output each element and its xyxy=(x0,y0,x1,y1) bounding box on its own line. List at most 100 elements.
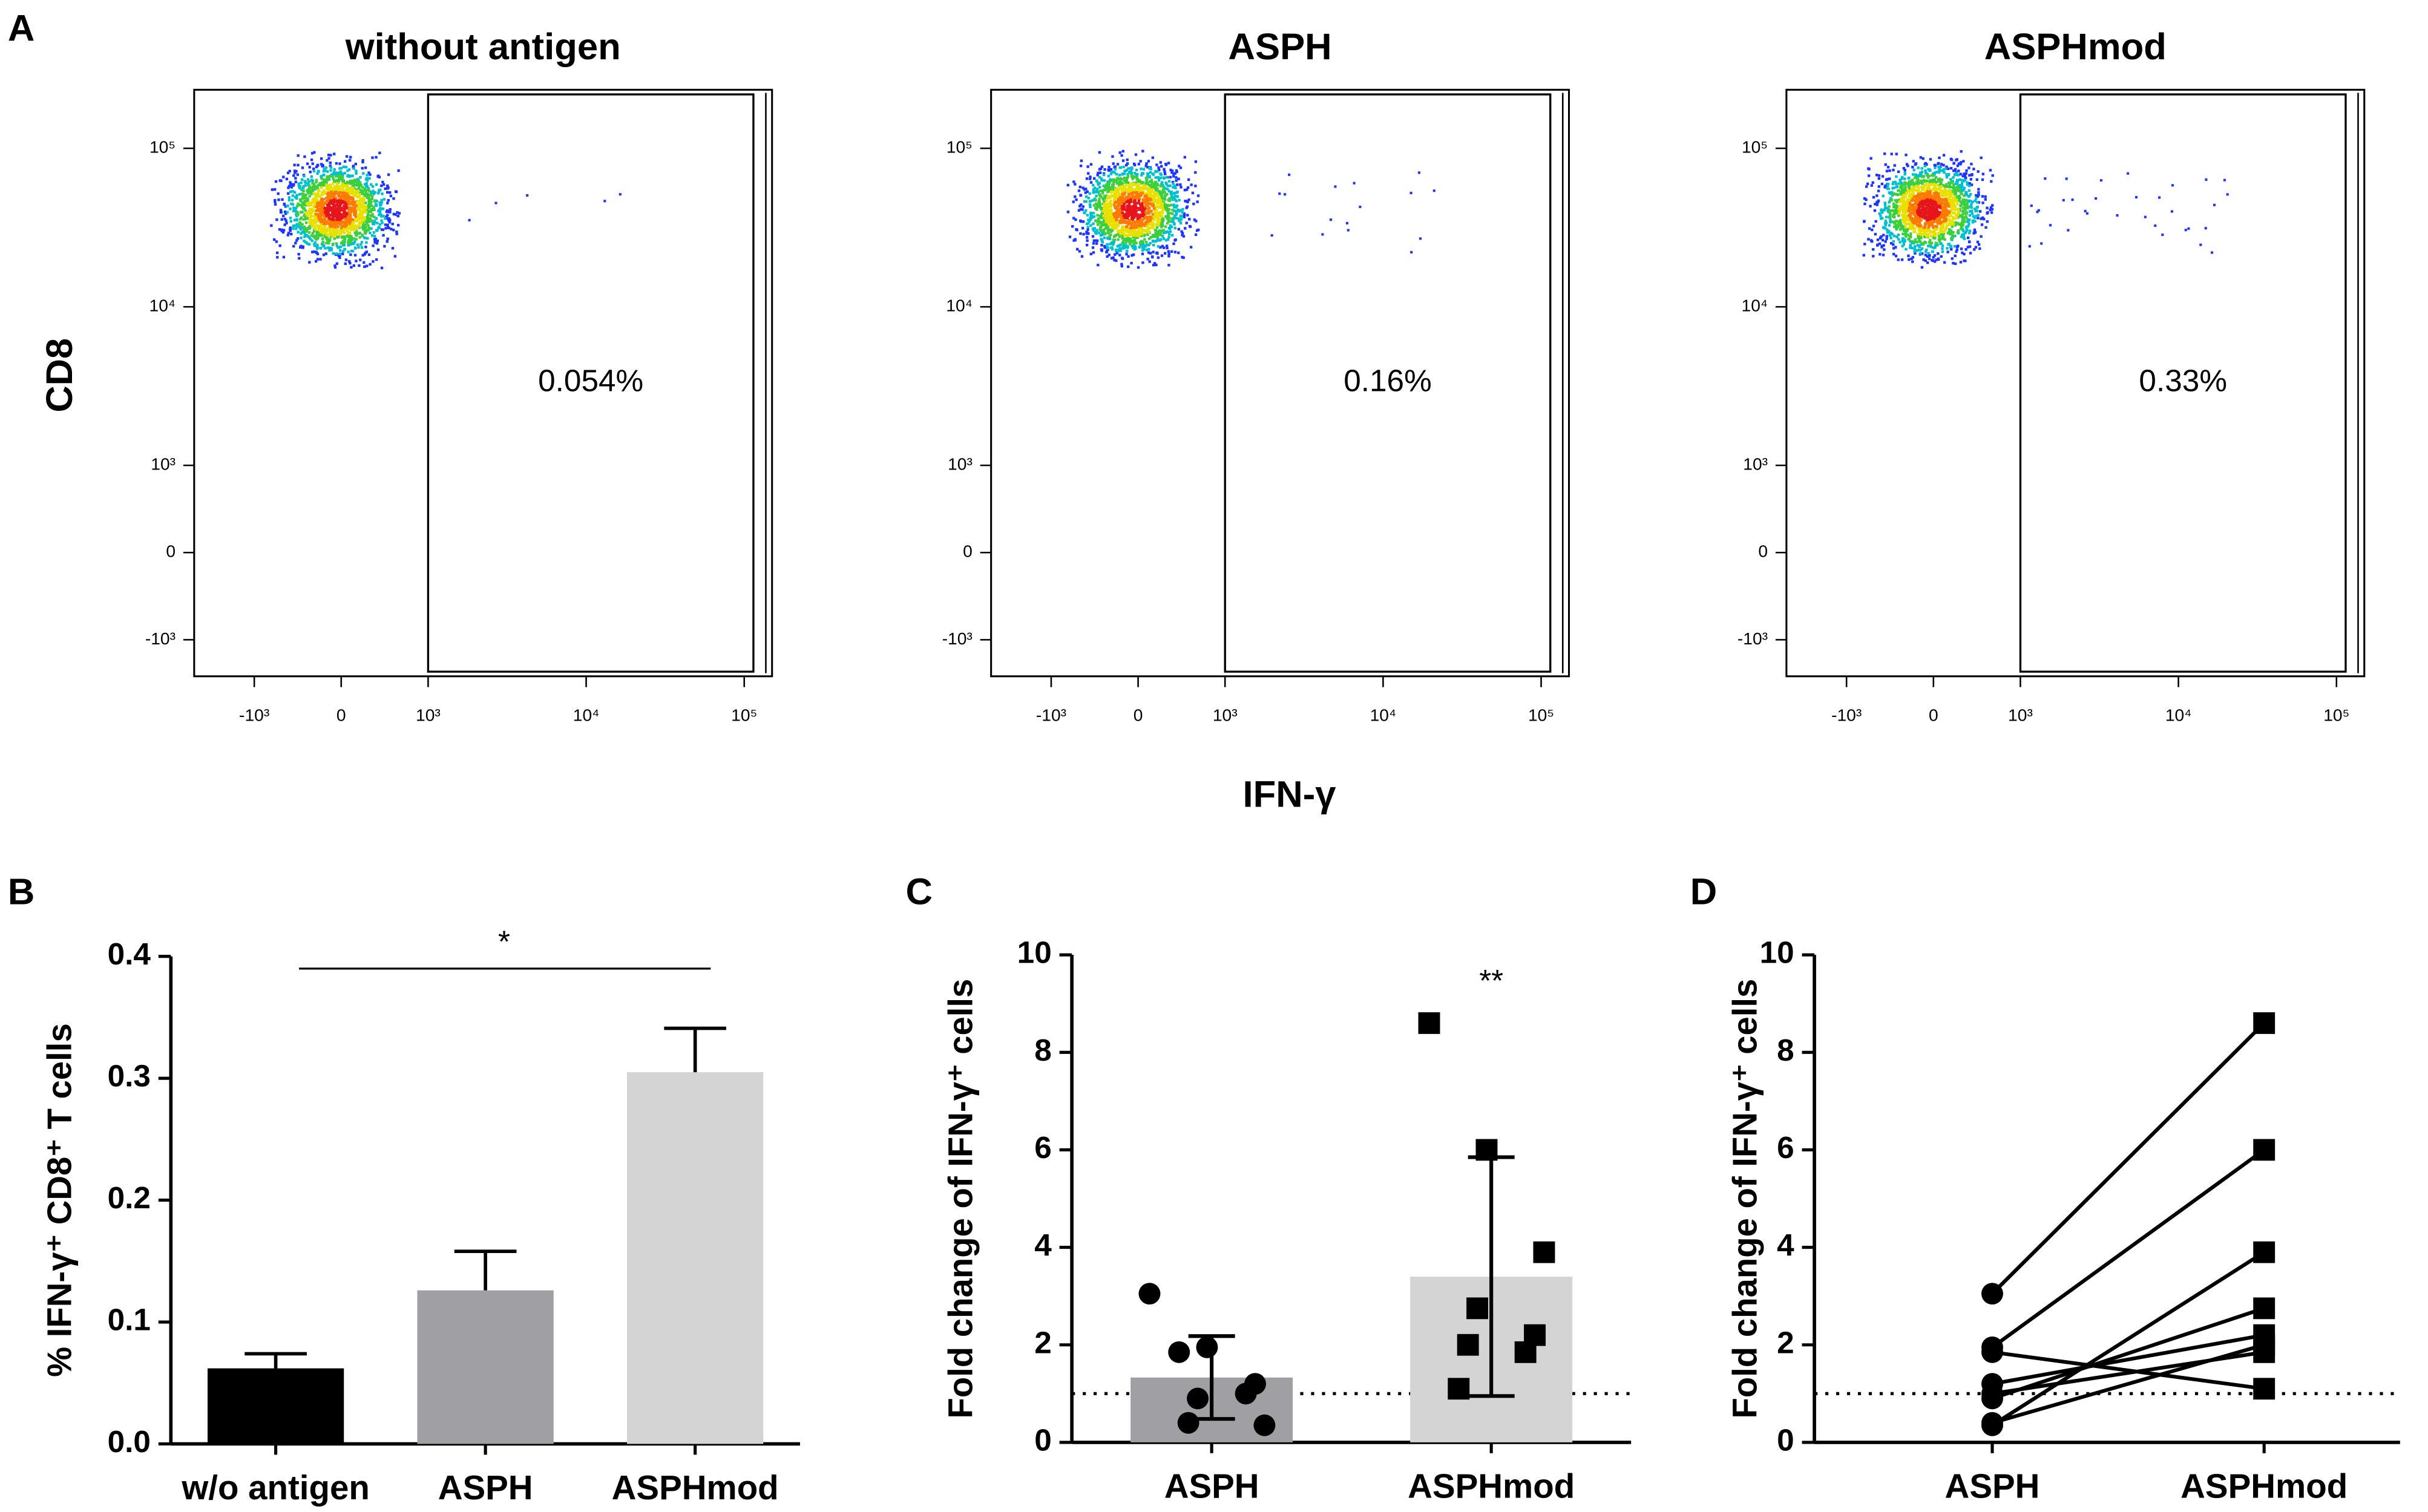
density-dot xyxy=(345,205,348,208)
density-dot xyxy=(1100,221,1103,224)
density-dot xyxy=(345,155,349,158)
density-dot xyxy=(1155,251,1159,254)
density-dot xyxy=(353,240,356,243)
density-dot xyxy=(317,215,320,218)
density-dot xyxy=(1961,174,1964,178)
density-dot xyxy=(1181,255,1184,259)
density-dot xyxy=(1160,173,1163,176)
density-dot xyxy=(1130,172,1133,175)
y-tick-label: 10⁴ xyxy=(946,296,973,315)
density-dot xyxy=(365,229,368,232)
density-dot xyxy=(1099,167,1103,171)
density-dot xyxy=(1969,192,1972,196)
density-dot xyxy=(1893,211,1897,214)
density-dot xyxy=(1172,175,1175,178)
density-dot xyxy=(1951,225,1954,228)
density-dot xyxy=(1141,199,1145,203)
density-dot xyxy=(1921,182,1924,185)
density-dot xyxy=(310,224,313,227)
density-dot xyxy=(1169,212,1172,215)
density-dot xyxy=(336,230,339,233)
density-dot xyxy=(1961,251,1964,255)
density-dot xyxy=(1170,194,1173,197)
density-dot xyxy=(283,223,286,226)
density-dot xyxy=(1127,181,1130,185)
density-dot xyxy=(1124,241,1127,244)
density-dot xyxy=(1951,221,1954,224)
density-dot xyxy=(1892,240,1895,243)
density-dot xyxy=(290,186,294,189)
density-dot xyxy=(1957,229,1960,232)
density-dot xyxy=(1946,189,1949,192)
density-dot xyxy=(1905,247,1908,251)
density-dot xyxy=(346,183,349,186)
density-dot xyxy=(1964,204,1967,207)
density-dot xyxy=(380,266,384,270)
density-dot xyxy=(1951,192,1954,196)
gate xyxy=(1224,93,1552,673)
density-dot xyxy=(1953,211,1956,215)
density-dot xyxy=(395,230,398,234)
density-dot xyxy=(1147,243,1150,247)
density-dot xyxy=(290,202,293,206)
density-dot xyxy=(354,162,358,166)
density-dot xyxy=(361,227,365,231)
density-dot xyxy=(1947,191,1951,194)
density-dot xyxy=(1141,221,1144,224)
density-dot xyxy=(343,172,347,175)
density-dot xyxy=(1969,252,1972,255)
density-dot xyxy=(372,221,375,225)
density-dot xyxy=(1141,181,1144,184)
density-dot xyxy=(1938,180,1941,183)
density-dot xyxy=(1973,248,1976,251)
density-dot xyxy=(1106,255,1109,258)
density-dot xyxy=(1953,197,1957,201)
density-dot xyxy=(1149,198,1153,201)
density-dot xyxy=(287,192,290,195)
density-dot xyxy=(1168,204,1171,207)
density-dot xyxy=(1179,183,1182,186)
density-dot xyxy=(353,212,356,215)
density-dot xyxy=(1885,215,1888,218)
density-dot xyxy=(1875,174,1878,177)
density-dot xyxy=(1917,234,1920,237)
density-dot xyxy=(332,195,336,198)
density-dot xyxy=(1924,169,1927,172)
density-dot xyxy=(1935,225,1938,228)
density-dot xyxy=(1908,189,1911,192)
density-dot xyxy=(364,219,368,223)
density-dot xyxy=(357,224,361,228)
density-dot xyxy=(297,163,300,167)
density-dot xyxy=(1119,231,1123,234)
density-dot xyxy=(1093,227,1097,230)
density-dot xyxy=(1886,184,1889,188)
density-dot xyxy=(331,207,334,210)
density-dot xyxy=(1892,193,1895,196)
density-dot xyxy=(1934,227,1937,231)
density-dot xyxy=(1167,252,1170,255)
density-dot xyxy=(321,226,324,230)
density-dot xyxy=(1125,234,1128,237)
density-dot xyxy=(1968,210,1972,213)
density-dot xyxy=(357,216,360,219)
density-dot xyxy=(352,167,355,170)
density-dot xyxy=(1171,169,1174,172)
density-dot xyxy=(1163,170,1166,173)
density-dot xyxy=(1094,198,1097,202)
density-dot xyxy=(1128,171,1131,174)
density-dot xyxy=(1975,197,1978,200)
density-dot xyxy=(1881,209,1884,212)
density-dot xyxy=(1884,240,1887,243)
density-dot xyxy=(1121,205,1124,208)
density-dot xyxy=(357,183,360,187)
density-dot xyxy=(1098,198,1101,201)
density-dot xyxy=(1925,163,1928,166)
density-dot xyxy=(1881,211,1884,214)
density-dot xyxy=(1092,215,1096,218)
density-dot xyxy=(353,254,357,257)
density-dot xyxy=(311,189,315,192)
density-dot xyxy=(1152,214,1155,218)
density-dot xyxy=(1167,215,1170,218)
density-dot xyxy=(274,198,277,202)
